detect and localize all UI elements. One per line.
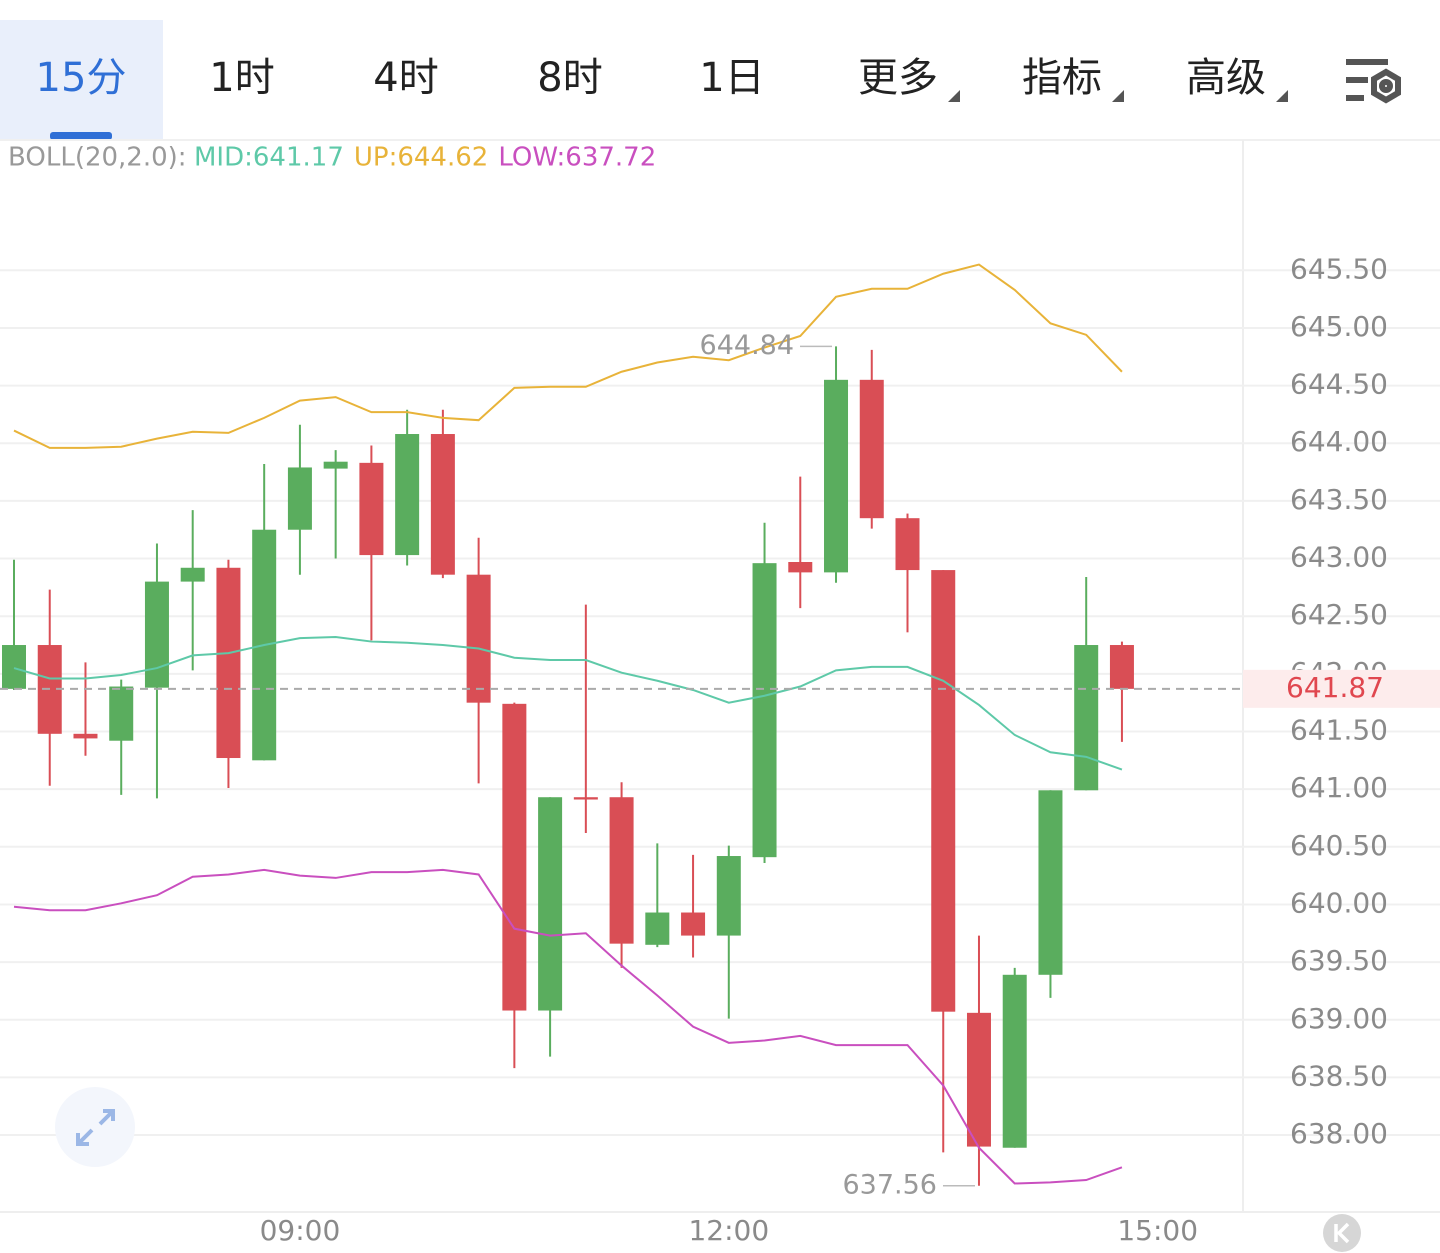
- tab[interactable]: 更多: [858, 55, 938, 101]
- x-tick-label: 15:00: [1117, 1214, 1198, 1247]
- candle-body: [180, 567, 205, 582]
- x-tick-label: 09:00: [260, 1214, 341, 1247]
- candle-body: [73, 733, 98, 739]
- tab[interactable]: 1日: [699, 55, 764, 101]
- y-tick-label: 641.00: [1290, 771, 1388, 804]
- legend-entry: LOW:637.72: [498, 143, 656, 173]
- y-tick-label: 644.00: [1290, 425, 1388, 458]
- candle-body: [1074, 645, 1099, 791]
- y-tick-label: 645.50: [1290, 252, 1388, 285]
- legend-entry: UP:644.62: [354, 143, 488, 173]
- candle-body: [466, 574, 491, 703]
- indicator-line: [13, 868, 1123, 1185]
- candle-body: [216, 567, 241, 759]
- x-tick-label: 12:00: [688, 1214, 769, 1247]
- candle-body: [681, 912, 706, 936]
- candle-body: [109, 686, 134, 741]
- dropdown-arrow: [1112, 90, 1124, 102]
- tab[interactable]: 高级: [1186, 55, 1266, 101]
- tab[interactable]: 15分: [36, 55, 127, 101]
- selected-tab-bg: [0, 20, 163, 140]
- indicator-label: BOLL(20,2.0):: [8, 143, 187, 173]
- y-tick-label: 640.00: [1290, 886, 1388, 919]
- selected-tab-indicator: [50, 132, 112, 140]
- y-tick-label: 639.50: [1290, 944, 1388, 977]
- candle-body: [895, 518, 920, 571]
- indicator-line: [13, 635, 1123, 771]
- candle-body: [859, 379, 884, 519]
- y-tick-label: 642.50: [1290, 598, 1388, 631]
- expand-button[interactable]: [55, 1087, 135, 1167]
- candle-body: [716, 856, 741, 936]
- y-tick-label: 640.50: [1290, 829, 1388, 862]
- last-price-box: [1243, 669, 1440, 708]
- candle-body: [2, 645, 26, 689]
- tab[interactable]: 4时: [373, 55, 438, 101]
- candle-body: [931, 570, 956, 1012]
- candle-body: [430, 434, 455, 575]
- last-price-label: 641.87: [1286, 671, 1384, 704]
- dropdown-arrow: [1276, 90, 1288, 102]
- candle-body: [609, 797, 634, 944]
- y-tick-label: 643.50: [1290, 483, 1388, 516]
- tab[interactable]: 8时: [537, 55, 602, 101]
- candle-body: [144, 581, 169, 688]
- candle-body: [1038, 790, 1063, 975]
- candle-body: [502, 703, 527, 1011]
- candle-body: [824, 379, 849, 573]
- indicator-line: [13, 263, 1123, 449]
- candle-body: [359, 462, 384, 556]
- tab[interactable]: 1时: [209, 55, 274, 101]
- y-tick-label: 644.50: [1290, 368, 1388, 401]
- candle-body: [788, 562, 813, 573]
- y-tick-label: 638.50: [1290, 1059, 1388, 1092]
- y-tick-label: 641.50: [1290, 713, 1388, 746]
- candle-body: [573, 797, 598, 800]
- candle-body: [395, 434, 420, 556]
- y-tick-label: 643.00: [1290, 541, 1388, 574]
- candle-body: [1109, 645, 1134, 689]
- candle-body: [287, 467, 312, 530]
- candle-body: [323, 461, 348, 469]
- candle-body: [645, 912, 670, 945]
- y-tick-label: 638.00: [1290, 1117, 1388, 1150]
- candle-body: [538, 797, 563, 1011]
- y-tick-label: 639.00: [1290, 1002, 1388, 1035]
- extreme-label: 637.56: [842, 1169, 936, 1200]
- back-to-latest-button[interactable]: [1323, 1214, 1361, 1252]
- candle-body: [966, 1012, 991, 1147]
- y-tick-label: 645.00: [1290, 310, 1388, 343]
- extreme-label: 644.84: [700, 330, 794, 361]
- legend-entry: MID:641.17: [194, 143, 344, 173]
- dropdown-arrow: [948, 90, 960, 102]
- candle-body: [752, 563, 777, 858]
- tab[interactable]: 指标: [1022, 55, 1102, 101]
- settings-icon[interactable]: [1346, 59, 1401, 104]
- candle-body: [1002, 974, 1027, 1148]
